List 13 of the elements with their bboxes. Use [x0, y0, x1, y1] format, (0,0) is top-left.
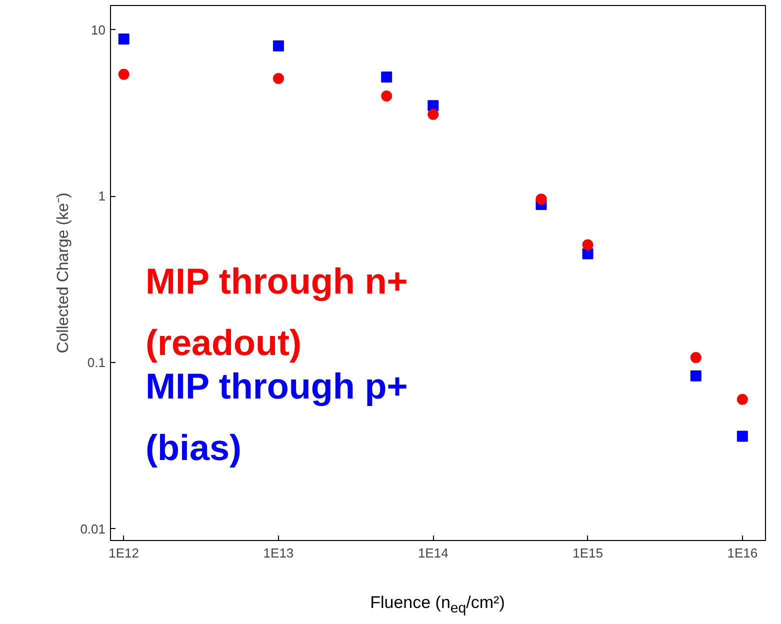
x-tick-label: 1E15 — [572, 546, 603, 560]
y-tick-label: 0.1 — [87, 354, 106, 370]
y-axis-title: Collected Charge (ke⁻) — [55, 192, 72, 354]
x-axis-title: Fluence (n$_{eq}$/cm²) — [369, 592, 506, 618]
y-tick-label: 1 — [98, 188, 106, 204]
x-tick-label: 1E12 — [108, 546, 140, 560]
text: MIP through p+ (bias) — [146, 366, 408, 468]
x-tick-label: 1E16 — [727, 546, 758, 560]
x-tick-label: 1E14 — [418, 546, 448, 560]
x-tick-label: 1E13 — [263, 546, 294, 560]
y-tick-label: 10 — [91, 22, 106, 38]
y-tick-label: 0.01 — [80, 521, 106, 536]
text: MIP through n+ (readout) — [146, 260, 408, 363]
